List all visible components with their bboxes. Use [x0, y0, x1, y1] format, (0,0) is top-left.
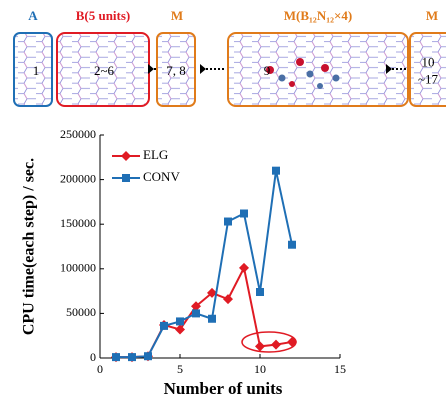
marker: [223, 294, 233, 304]
node-label: ~17: [418, 71, 439, 86]
node-heading: M: [426, 8, 438, 23]
marker: [272, 167, 280, 175]
marker: [144, 352, 152, 360]
marker: [208, 315, 216, 323]
node-label: 2~6: [94, 63, 115, 78]
y-axis-label: CPU time(each step) / sec.: [21, 158, 38, 335]
node-heading: M(B₁₂N₁₂×4): [284, 8, 353, 23]
legend-marker: [121, 151, 131, 161]
node-label: 7, 8: [166, 63, 186, 78]
marker: [176, 317, 184, 325]
node-label: 1: [33, 63, 40, 78]
legend-label: ELG: [143, 147, 168, 162]
legend-label: CONV: [143, 169, 180, 184]
node-label: 9: [264, 63, 271, 78]
node-label: 10: [422, 54, 435, 69]
y-tick-label: 0: [90, 350, 96, 364]
y-tick-label: 200000: [60, 171, 96, 185]
chart: 0 50000 100000 150000 200000 250000 0 5 10 15 Numb…: [21, 127, 346, 398]
legend-marker: [122, 174, 130, 182]
marker: [240, 209, 248, 217]
marker: [128, 353, 136, 361]
x-tick-label: 0: [97, 362, 103, 376]
marker: [288, 241, 296, 249]
marker: [160, 322, 168, 330]
marker: [239, 263, 249, 273]
node-heading: M: [171, 8, 183, 23]
marker: [224, 218, 232, 226]
marker: [255, 341, 265, 351]
y-tick-label: 100000: [60, 261, 96, 275]
marker: [192, 309, 200, 317]
x-tick-label: 10: [254, 362, 266, 376]
marker: [271, 340, 281, 350]
node-heading: A: [28, 8, 38, 23]
node-heading: B(5 units): [76, 8, 131, 23]
series-line: [116, 171, 292, 357]
figure: 0 50000 100000 150000 200000 250000 0 5 10 15 Numb…: [0, 0, 446, 403]
x-tick-label: 15: [334, 362, 346, 376]
marker: [287, 337, 297, 347]
marker: [256, 288, 264, 296]
unit-box: [228, 33, 408, 106]
y-tick-label: 50000: [66, 305, 96, 319]
marker: [112, 353, 120, 361]
series-line: [116, 268, 292, 357]
y-tick-label: 250000: [60, 127, 96, 141]
y-tick-label: 150000: [60, 216, 96, 230]
x-tick-label: 5: [177, 362, 183, 376]
unit-box: [410, 33, 446, 106]
x-axis-label: Number of units: [164, 379, 283, 398]
diagram: [14, 33, 446, 106]
